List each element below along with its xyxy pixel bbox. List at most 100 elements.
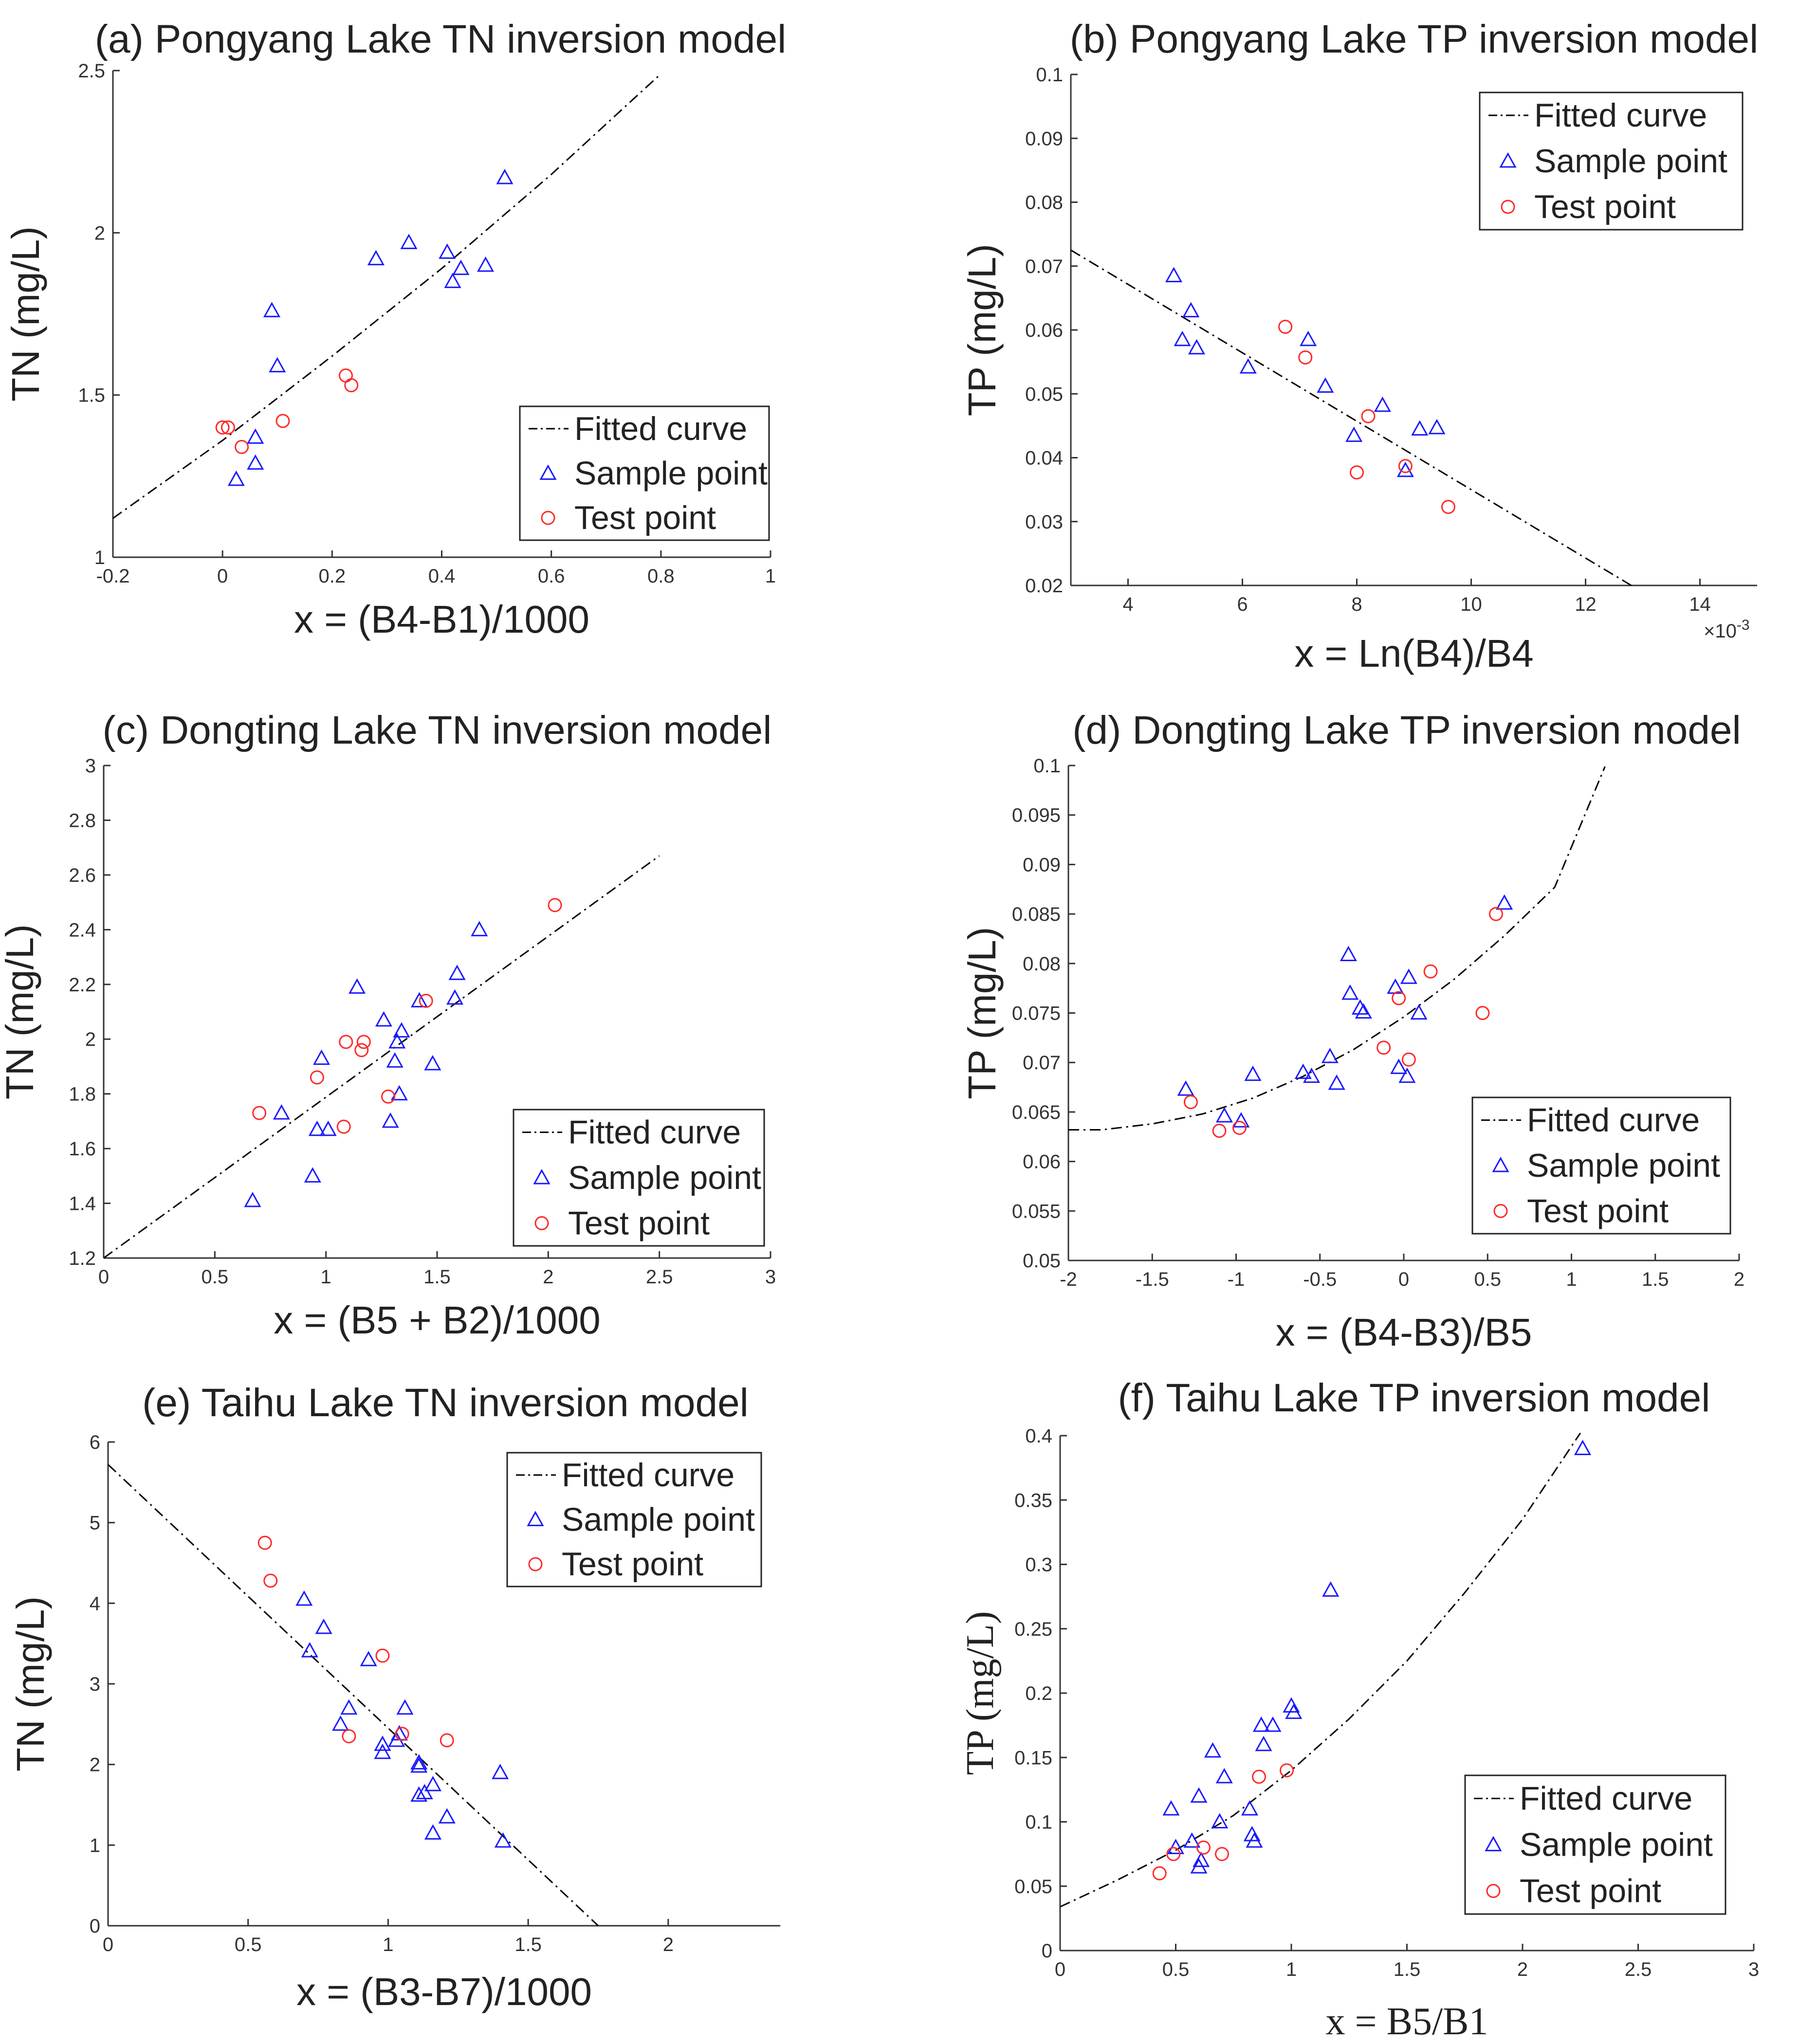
test-point bbox=[375, 1648, 390, 1663]
chart-d: -2 -1.5 -1 -0.5 0 0.5 1 1.5 2 0.05 0.055 0.06 0.065 0… bbox=[960, 708, 1744, 1354]
sample-point bbox=[444, 273, 461, 288]
test-point bbox=[1361, 409, 1376, 423]
sample-point bbox=[1294, 1063, 1312, 1079]
sample-point bbox=[400, 234, 418, 249]
x-tick-label: 1 bbox=[1566, 1269, 1577, 1290]
y-tick-label: 0.05 bbox=[1014, 1876, 1052, 1898]
sample-point bbox=[1303, 1067, 1321, 1083]
sample-point bbox=[304, 1167, 321, 1183]
x-tick-label: 0 bbox=[1055, 1959, 1065, 1980]
sample-point bbox=[390, 1085, 408, 1101]
x-tick-label: 0.5 bbox=[1162, 1959, 1190, 1980]
test-point bbox=[1441, 500, 1455, 514]
y-tick-label: 0.06 bbox=[1023, 1151, 1061, 1173]
legend-sample-swatch bbox=[527, 1511, 544, 1526]
y-tick-label: 0.3 bbox=[1025, 1554, 1052, 1576]
sample-point bbox=[1300, 330, 1317, 347]
sample-point bbox=[1341, 984, 1359, 1000]
legend-sample-swatch bbox=[1492, 1156, 1509, 1172]
sample-point bbox=[1574, 1440, 1592, 1455]
sample-point bbox=[393, 1022, 410, 1038]
y-tick-label: 1.6 bbox=[69, 1138, 96, 1160]
test-point bbox=[1196, 1840, 1211, 1855]
sample-point bbox=[1355, 1003, 1372, 1019]
chart-c: 0 0.5 1 1.5 2 2.5 3 1.2 1.4 1.6 1.8 2 2.2 2.4 2.6 2.8 3 (… bbox=[0, 708, 776, 1342]
legend-box bbox=[513, 1109, 765, 1247]
sample-point bbox=[1390, 1058, 1408, 1074]
test-point bbox=[1215, 1847, 1229, 1862]
legend: Fitted curve Sample point Test point bbox=[1479, 91, 1744, 231]
sample-point bbox=[1215, 1768, 1233, 1784]
y-tick-label: 0.09 bbox=[1023, 854, 1061, 876]
y-tick-label: 0.08 bbox=[1023, 953, 1061, 975]
sample-point bbox=[1321, 1047, 1339, 1063]
legend-test-swatch bbox=[528, 1557, 543, 1571]
x-tick-label: 8 bbox=[1351, 594, 1362, 615]
sample-point bbox=[1211, 1813, 1229, 1828]
x-tick-label: -1.5 bbox=[1136, 1269, 1169, 1290]
legend-entry-label: Test point bbox=[568, 1204, 710, 1241]
test-point bbox=[336, 1119, 351, 1134]
chart-title: (b) Pongyang Lake TP inversion model bbox=[1070, 17, 1759, 61]
y-axis-label: TP (mg/L) bbox=[960, 927, 1004, 1099]
legend-sample-swatch bbox=[539, 464, 557, 480]
x-tick-label: 4 bbox=[1122, 594, 1133, 615]
test-point bbox=[395, 1727, 409, 1741]
sample-point bbox=[477, 256, 495, 272]
chart-title: (a) Pongyang Lake TN inversion model bbox=[95, 17, 787, 61]
sample-point bbox=[424, 1055, 441, 1071]
sample-point bbox=[1215, 1107, 1233, 1123]
x-tick-label: 0 bbox=[217, 566, 228, 587]
test-point bbox=[252, 1106, 267, 1120]
y-tick-label: 1.8 bbox=[69, 1084, 96, 1105]
test-point bbox=[548, 898, 562, 912]
legend-sample-swatch bbox=[1485, 1836, 1502, 1851]
sample-point bbox=[1232, 1112, 1250, 1128]
x-exponent-power: -3 bbox=[1737, 617, 1750, 633]
y-tick-label: 0.1 bbox=[1033, 755, 1061, 777]
y-tick-label: 0 bbox=[1042, 1940, 1052, 1962]
sample-point bbox=[1190, 1787, 1208, 1803]
test-point bbox=[381, 1089, 396, 1104]
x-tick-label: -0.5 bbox=[1303, 1269, 1337, 1290]
y-tick-label: 1 bbox=[94, 547, 105, 568]
legend-entry-label: Sample point bbox=[1520, 1826, 1713, 1863]
x-tick-label: 10 bbox=[1460, 594, 1482, 615]
test-point bbox=[1212, 1124, 1227, 1138]
x-axis-label: x = (B4-B1)/1000 bbox=[294, 598, 589, 641]
test-point bbox=[235, 439, 249, 454]
sample-point bbox=[1387, 978, 1404, 994]
sample-point bbox=[1165, 267, 1183, 282]
x-tick-label: 1.5 bbox=[1642, 1269, 1669, 1290]
sample-point bbox=[386, 1052, 404, 1068]
sample-point bbox=[410, 1786, 428, 1802]
y-tick-label: 0 bbox=[90, 1916, 100, 1937]
legend-test-swatch bbox=[1486, 1884, 1501, 1898]
sample-point bbox=[1182, 302, 1200, 318]
y-tick-label: 1.2 bbox=[69, 1248, 96, 1269]
test-point bbox=[215, 420, 230, 435]
legend-entry-label: Sample point bbox=[1527, 1147, 1720, 1184]
x-axis-label: x = B5/B1 bbox=[1325, 2000, 1488, 2043]
test-point bbox=[440, 1733, 454, 1748]
x-tick-label: 1.5 bbox=[514, 1934, 542, 1955]
sample-point bbox=[295, 1590, 313, 1606]
test-point bbox=[275, 414, 290, 428]
legend-entry-label: Test point bbox=[1527, 1192, 1669, 1229]
y-tick-label: 6 bbox=[90, 1432, 100, 1453]
legend: Fitted curve Sample point Test point bbox=[1464, 1774, 1726, 1915]
y-axis-label: TN (mg/L) bbox=[0, 924, 41, 1099]
legend-test-swatch bbox=[541, 511, 555, 525]
sample-point bbox=[273, 1104, 290, 1120]
sample-point bbox=[1328, 1074, 1345, 1090]
chart-title: (f) Taihu Lake TP inversion model bbox=[1118, 1376, 1710, 1420]
x-axis-label: x = (B3-B7)/1000 bbox=[296, 1970, 592, 2013]
sample-point bbox=[1428, 419, 1446, 435]
legend-box bbox=[1471, 1096, 1731, 1235]
sample-point bbox=[247, 428, 264, 444]
x-tick-label: 2 bbox=[663, 1934, 674, 1955]
sample-point bbox=[471, 921, 488, 936]
sample-point bbox=[367, 250, 385, 266]
legend-entry-label: Fitted curve bbox=[1527, 1102, 1700, 1139]
